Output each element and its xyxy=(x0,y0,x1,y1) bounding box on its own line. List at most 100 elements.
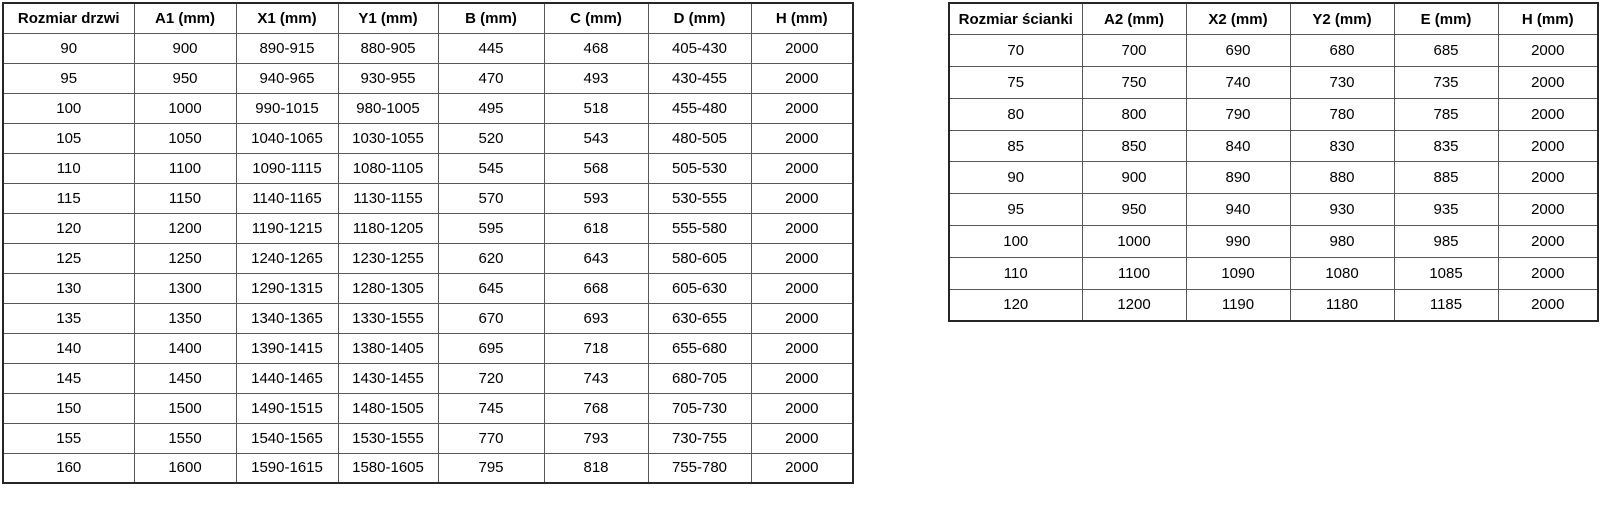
table-cell: 1430-1455 xyxy=(337,362,439,394)
table-cell: 1580-1605 xyxy=(337,452,439,484)
table-cell: 693 xyxy=(543,302,649,334)
table-row: 115 1150 1140-1165 1130-1155 570 593 530-555 20… xyxy=(2,182,854,214)
table-cell: 1390-1415 xyxy=(235,332,339,364)
table-cell: 818 xyxy=(543,452,649,484)
table-cell: 505-530 xyxy=(647,152,752,184)
table-cell: 1600 xyxy=(133,452,237,484)
table-cell: 100 xyxy=(948,225,1083,258)
table-cell: 620 xyxy=(437,242,545,274)
table-cell: 160 xyxy=(2,452,135,484)
table-cell: 695 xyxy=(437,332,545,364)
table-cell: 800 xyxy=(1081,97,1187,131)
table-cell: 130 xyxy=(2,272,135,304)
table-cell: 850 xyxy=(1081,129,1187,163)
column-header: A2 (mm) xyxy=(1081,2,1187,36)
table-row: 110 1100 1090-1115 1080-1105 545 568 505-530 20… xyxy=(2,152,854,184)
table-cell: 780 xyxy=(1289,97,1395,131)
table-cell: 1200 xyxy=(1081,288,1187,322)
table-cell: 2000 xyxy=(1497,256,1599,290)
table-cell: 80 xyxy=(948,97,1083,131)
table-cell: 1500 xyxy=(133,392,237,424)
door-table-container: Rozmiar drzwi A1 (mm) X1 (mm) Y1 (mm) B (mm)… xyxy=(2,2,854,484)
table-cell: 95 xyxy=(2,62,135,94)
wall-dimensions-table: Rozmiar ścianki A2 (mm) X2 (mm) Y2 (mm) E (m… xyxy=(948,2,1599,322)
table-cell: 2000 xyxy=(1497,66,1599,99)
table-cell: 2000 xyxy=(750,272,854,304)
table-cell: 1080 xyxy=(1289,256,1395,290)
table-cell: 730 xyxy=(1289,66,1395,99)
table-row: 120 1200 1190-1215 1180-1205 595 618 555-580 20… xyxy=(2,212,854,244)
table-cell: 840 xyxy=(1185,129,1291,163)
column-header: X2 (mm) xyxy=(1185,2,1291,36)
column-header: C (mm) xyxy=(543,2,649,34)
table-cell: 2000 xyxy=(750,392,854,424)
table-cell: 785 xyxy=(1393,97,1499,131)
table-cell: 2000 xyxy=(1497,34,1599,68)
table-cell: 595 xyxy=(437,212,545,244)
table-row: 70 700 690 680 685 2000 xyxy=(948,34,1599,68)
table-cell: 2000 xyxy=(750,32,854,64)
column-header: D (mm) xyxy=(647,2,752,34)
table-cell: 125 xyxy=(2,242,135,274)
table-cell: 105 xyxy=(2,122,135,154)
table-cell: 980 xyxy=(1289,225,1395,258)
table-cell: 900 xyxy=(133,32,237,64)
table-cell: 470 xyxy=(437,62,545,94)
table-row: 95 950 940 930 935 2000 xyxy=(948,193,1599,227)
table-cell: 1550 xyxy=(133,422,237,454)
table-cell: 1440-1465 xyxy=(235,362,339,394)
table-cell: 70 xyxy=(948,34,1083,68)
table-cell: 1140-1165 xyxy=(235,182,339,214)
table-cell: 75 xyxy=(948,66,1083,99)
column-header: Rozmiar drzwi xyxy=(2,2,135,34)
table-cell: 150 xyxy=(2,392,135,424)
table-cell: 593 xyxy=(543,182,649,214)
table-cell: 630-655 xyxy=(647,302,752,334)
table-cell: 155 xyxy=(2,422,135,454)
table-cell: 110 xyxy=(948,256,1083,290)
table-cell: 1090 xyxy=(1185,256,1291,290)
table-cell: 1540-1565 xyxy=(235,422,339,454)
table-cell: 885 xyxy=(1393,161,1499,195)
table-cell: 140 xyxy=(2,332,135,364)
table-cell: 668 xyxy=(543,272,649,304)
table-row: 90 900 890-915 880-905 445 468 405-430 2000 xyxy=(2,32,854,64)
table-cell: 795 xyxy=(437,452,545,484)
table-cell: 110 xyxy=(2,152,135,184)
table-cell: 605-630 xyxy=(647,272,752,304)
table-cell: 1040-1065 xyxy=(235,122,339,154)
table-cell: 990 xyxy=(1185,225,1291,258)
table-cell: 700 xyxy=(1081,34,1187,68)
table-cell: 1180 xyxy=(1289,288,1395,322)
table-cell: 520 xyxy=(437,122,545,154)
table-cell: 405-430 xyxy=(647,32,752,64)
table-cell: 85 xyxy=(948,129,1083,163)
table-cell: 2000 xyxy=(1497,129,1599,163)
wall-table-container: Rozmiar ścianki A2 (mm) X2 (mm) Y2 (mm) E (m… xyxy=(948,2,1599,322)
table-cell: 1290-1315 xyxy=(235,272,339,304)
table-cell: 618 xyxy=(543,212,649,244)
table-cell: 2000 xyxy=(1497,288,1599,322)
table-cell: 1350 xyxy=(133,302,237,334)
table-cell: 1300 xyxy=(133,272,237,304)
table-cell: 2000 xyxy=(750,62,854,94)
table-cell: 740 xyxy=(1185,66,1291,99)
table-cell: 135 xyxy=(2,302,135,334)
table-cell: 445 xyxy=(437,32,545,64)
column-header: A1 (mm) xyxy=(133,2,237,34)
table-cell: 680-705 xyxy=(647,362,752,394)
table-cell: 730-755 xyxy=(647,422,752,454)
table-row: 95 950 940-965 930-955 470 493 430-455 2000 xyxy=(2,62,854,94)
table-row: 85 850 840 830 835 2000 xyxy=(948,129,1599,163)
table-cell: 1330-1555 xyxy=(337,302,439,334)
header-row: Rozmiar drzwi A1 (mm) X1 (mm) Y1 (mm) B (mm)… xyxy=(2,2,854,34)
table-cell: 1150 xyxy=(133,182,237,214)
table-cell: 930-955 xyxy=(337,62,439,94)
door-dimensions-table: Rozmiar drzwi A1 (mm) X1 (mm) Y1 (mm) B (mm)… xyxy=(2,2,854,484)
table-cell: 1090-1115 xyxy=(235,152,339,184)
table-cell: 1100 xyxy=(1081,256,1187,290)
table-row: 140 1400 1390-1415 1380-1405 695 718 655-680 20… xyxy=(2,332,854,364)
table-cell: 2000 xyxy=(750,302,854,334)
table-cell: 518 xyxy=(543,92,649,124)
table-cell: 1490-1515 xyxy=(235,392,339,424)
